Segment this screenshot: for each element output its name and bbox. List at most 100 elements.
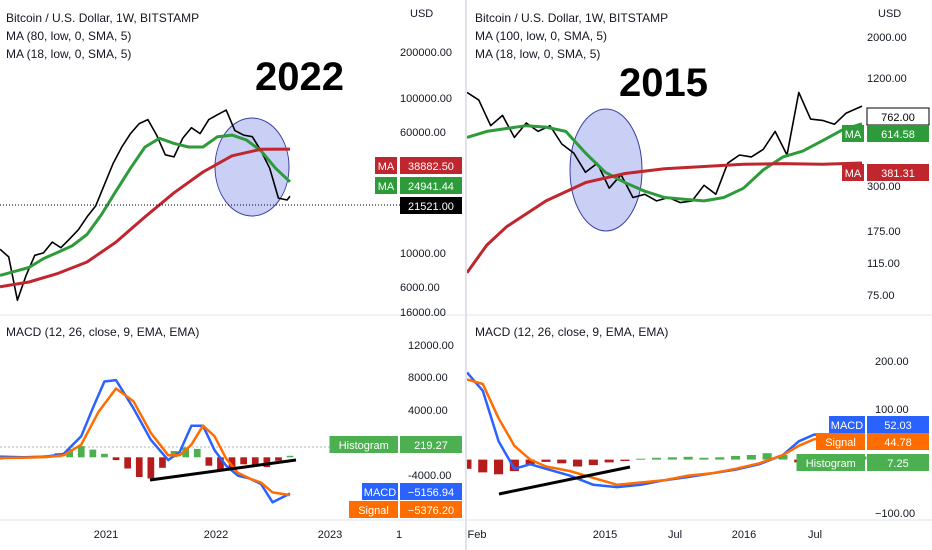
price-line[interactable] [0,109,291,302]
price-tag-value-box [867,125,929,142]
left-trendline[interactable] [149,458,297,482]
right-time-axis[interactable]: Feb 2015 Jul 2016 Jul [468,529,823,541]
macd-tag-value-box [400,483,462,500]
histogram-bar [652,457,662,460]
price-tick-label: 300.00 [867,181,901,193]
left-chart-svg: Bitcoin / U.S. Dollar, 1W, BITSTAMP MA (… [0,8,465,541]
left-highlight-circle [214,117,290,217]
time-tick-label: Feb [468,529,487,541]
macd-tag-value: 7.25 [887,458,908,470]
histogram-bar [228,457,236,470]
macd-line[interactable] [0,378,291,504]
price-tag-name: MA [378,181,395,193]
right-price-series [467,91,863,274]
right-trendline[interactable] [498,465,631,496]
histogram-bar [746,455,756,460]
price-tag-value: 24941.44 [408,181,454,193]
right-macd-label[interactable]: MACD (12, 26, close, 9, EMA, EMA) [475,325,668,339]
right-symbol-title[interactable]: Bitcoin / U.S. Dollar, 1W, BITSTAMP [475,11,668,25]
price-tag-name-box [375,157,397,174]
signal-line[interactable] [467,378,863,487]
right-macd-tags: MACD 52.03 Signal 44.78 Histogram 7.25 [796,416,929,471]
price-tick-label: 10000.00 [400,248,446,260]
macd-tag-value-box [867,454,929,471]
price-tick-label: 1200.00 [867,73,907,85]
histogram-bar [478,459,488,473]
macd-tag-name-box [816,433,865,450]
macd-tick-label: −100.00 [875,508,915,520]
left-year-annotation: 2022 [255,55,344,99]
macd-tag-value-box [400,436,462,453]
histogram-bar [636,458,646,460]
left-macd-axis[interactable]: 12000.00 8000.00 4000.00 -4000.00 [408,340,454,482]
right-currency-label: USD [878,8,901,20]
price-tag-value-box [400,177,462,194]
price-tick-label: 100000.00 [400,93,452,105]
macd-tick-label: 4000.00 [408,405,448,417]
price-line[interactable] [467,91,863,204]
right-macd-axis[interactable]: 200.00 100.00 −100.00 [875,356,915,520]
left-macd-tags: Histogram 219.27 MACD −5156.94 Signal −5376.2… [329,436,462,518]
time-tick-label: 1 [396,529,402,541]
macd-tag-value-box [867,433,929,450]
right-price-axis[interactable]: 2000.00 1200.00 300.00 175.00 115.00 75.00 [867,32,907,302]
moving-average-line[interactable] [467,161,863,274]
macd-tick-label: 8000.00 [408,372,448,384]
histogram-bar [217,457,224,471]
left-price-axis[interactable]: 200000.00 100000.00 60000.00 10000.00 6000.0… [400,47,452,319]
macd-tag-value: 219.27 [414,440,448,452]
macd-tag-name-box [829,416,865,433]
price-tag-name-box [842,125,864,142]
histogram-bar [77,446,85,458]
price-tag-name: MA [845,168,862,180]
histogram-bar [731,455,741,460]
time-tick-label: 2016 [732,529,756,541]
price-tag-value-box [400,157,462,174]
histogram-bar [147,457,155,479]
right-ma-short-label[interactable]: MA (18, low, 0, SMA, 5) [475,47,600,61]
histogram-bar [101,453,108,458]
moving-average-line[interactable] [0,133,292,277]
macd-tag-name: MACD [831,420,863,432]
time-tick-label: 2023 [318,529,342,541]
time-tick-label: Jul [808,529,822,541]
price-tick-label: 75.00 [867,290,895,302]
right-chart-svg: Bitcoin / U.S. Dollar, 1W, BITSTAMP MA (… [467,8,932,541]
left-macd-histogram [0,446,294,479]
left-chart-panel: Bitcoin / U.S. Dollar, 1W, BITSTAMP MA (… [0,0,465,550]
macd-tick-label: 12000.00 [408,340,454,352]
histogram-bar [286,455,294,458]
macd-tag-name: Signal [825,437,856,449]
histogram-bar [124,457,131,469]
price-tag-name-box [375,177,397,194]
histogram-bar [182,447,189,458]
time-tick-label: Jul [668,529,682,541]
signal-line[interactable] [0,387,291,497]
moving-average-line[interactable] [467,122,863,203]
time-tick-label: 2015 [593,529,617,541]
left-time-axis[interactable]: 2021 2022 2023 1 [94,529,402,541]
histogram-bar [541,459,551,462]
left-macd-label[interactable]: MACD (12, 26, close, 9, EMA, EMA) [6,325,199,339]
left-symbol-title[interactable]: Bitcoin / U.S. Dollar, 1W, BITSTAMP [6,11,199,25]
left-ma-long-label[interactable]: MA (80, low, 0, SMA, 5) [6,29,131,43]
macd-tag-name-box [329,436,398,453]
histogram-bar [699,457,709,460]
price-tag-name: MA [378,161,395,173]
left-macd-series [0,378,291,504]
histogram-bar [509,459,519,472]
histogram-bar [604,459,614,463]
macd-tag-value-box [867,416,929,433]
left-ma-short-label[interactable]: MA (18, low, 0, SMA, 5) [6,47,131,61]
left-price-tags: MA 38882.50 MA 24941.44 21521.00 [375,157,462,214]
moving-average-line[interactable] [0,147,291,289]
right-ma-long-label[interactable]: MA (100, low, 0, SMA, 5) [475,29,607,43]
right-highlight-circle [569,108,643,232]
price-tag-value-box [867,164,929,181]
histogram-bar [205,457,213,466]
time-tick-label: 2022 [204,529,228,541]
histogram-bar [667,457,677,460]
macd-tag-name: Histogram [806,458,856,470]
time-tick-label: 2021 [94,529,118,541]
macd-tag-name: Histogram [339,440,389,452]
